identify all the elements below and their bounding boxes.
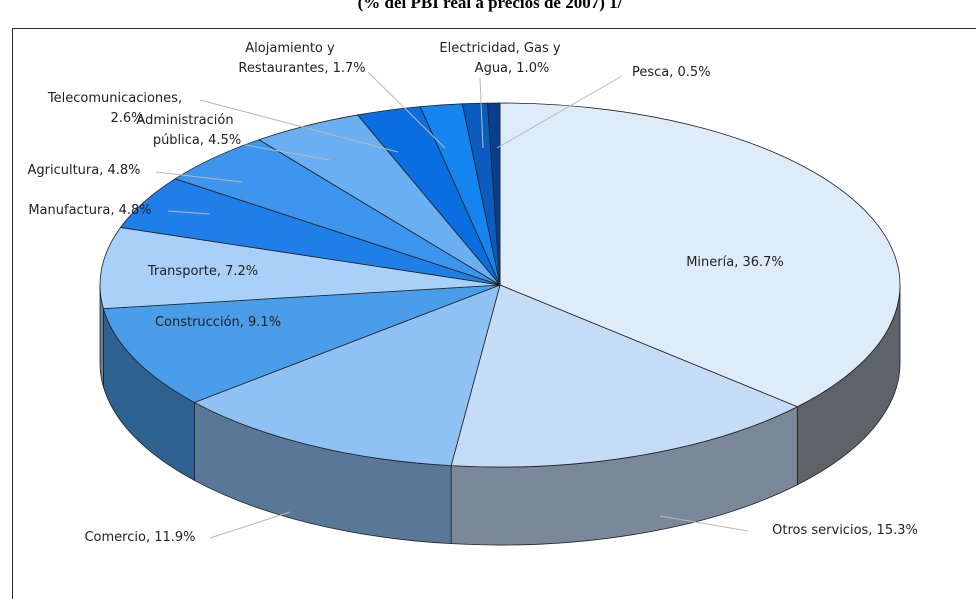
data-label-line: Pesca, 0.5% bbox=[632, 65, 711, 80]
data-label: Alojamiento y Restaurantes, 1.7% bbox=[238, 41, 365, 76]
data-label-line: Manufactura, 4.8% bbox=[28, 203, 151, 218]
pie-slice bbox=[99, 227, 501, 310]
leader-line bbox=[199, 99, 399, 153]
leader-line bbox=[479, 77, 484, 149]
data-label-line: Alojamiento y bbox=[245, 41, 335, 56]
data-label-line: Transporte, 7.2% bbox=[147, 264, 258, 279]
leader-line bbox=[155, 171, 243, 183]
chart-title: (% del PBI real a precios de 2007) 1/ bbox=[358, 0, 623, 12]
data-label-line: Restaurantes, 1.7% bbox=[238, 61, 365, 76]
data-label-line: 2.6% bbox=[110, 111, 143, 126]
data-label-line: Administración bbox=[136, 113, 233, 128]
data-label: Electricidad, Gas y Agua, 1.0% bbox=[439, 41, 560, 76]
data-label: Agricultura, 4.8% bbox=[27, 163, 140, 178]
pie-slice bbox=[499, 102, 901, 408]
pie-sides bbox=[99, 284, 901, 546]
data-label-line: pública, 4.5% bbox=[153, 133, 241, 148]
pie-slice bbox=[102, 284, 501, 403]
data-label-line: Agricultura, 4.8% bbox=[27, 163, 140, 178]
data-label-line: Construcción, 9.1% bbox=[155, 315, 281, 330]
leader-line bbox=[167, 210, 211, 215]
leader-line bbox=[496, 75, 623, 149]
data-label: Transporte, 7.2% bbox=[147, 264, 258, 279]
data-label: Telecomunicaciones, 2.6% bbox=[47, 91, 182, 126]
leader-line bbox=[244, 144, 331, 161]
data-label: Manufactura, 4.8% bbox=[28, 203, 151, 218]
data-label: Otros servicios, 15.3% bbox=[772, 523, 918, 538]
leader-line bbox=[209, 511, 291, 539]
data-label-line: Comercio, 11.9% bbox=[84, 530, 195, 545]
data-label: Minería, 36.7% bbox=[686, 255, 784, 270]
data-label: Administración pública, 4.5% bbox=[136, 113, 241, 148]
data-label-line: Agua, 1.0% bbox=[475, 61, 550, 76]
pie-slice bbox=[450, 284, 799, 468]
data-label-line: Minería, 36.7% bbox=[686, 255, 784, 270]
data-label-line: Telecomunicaciones, bbox=[47, 91, 182, 106]
data-label-line: Electricidad, Gas y bbox=[439, 41, 560, 56]
frame bbox=[12, 28, 976, 599]
pie-slice bbox=[487, 102, 501, 286]
data-label: Construcción, 9.1% bbox=[155, 315, 281, 330]
data-label: Pesca, 0.5% bbox=[632, 65, 711, 80]
data-label: Comercio, 11.9% bbox=[84, 530, 195, 545]
leader-line bbox=[367, 71, 446, 149]
pie-slice bbox=[193, 284, 501, 467]
leader-line bbox=[659, 515, 749, 532]
data-label-line: Otros servicios, 15.3% bbox=[772, 523, 918, 538]
